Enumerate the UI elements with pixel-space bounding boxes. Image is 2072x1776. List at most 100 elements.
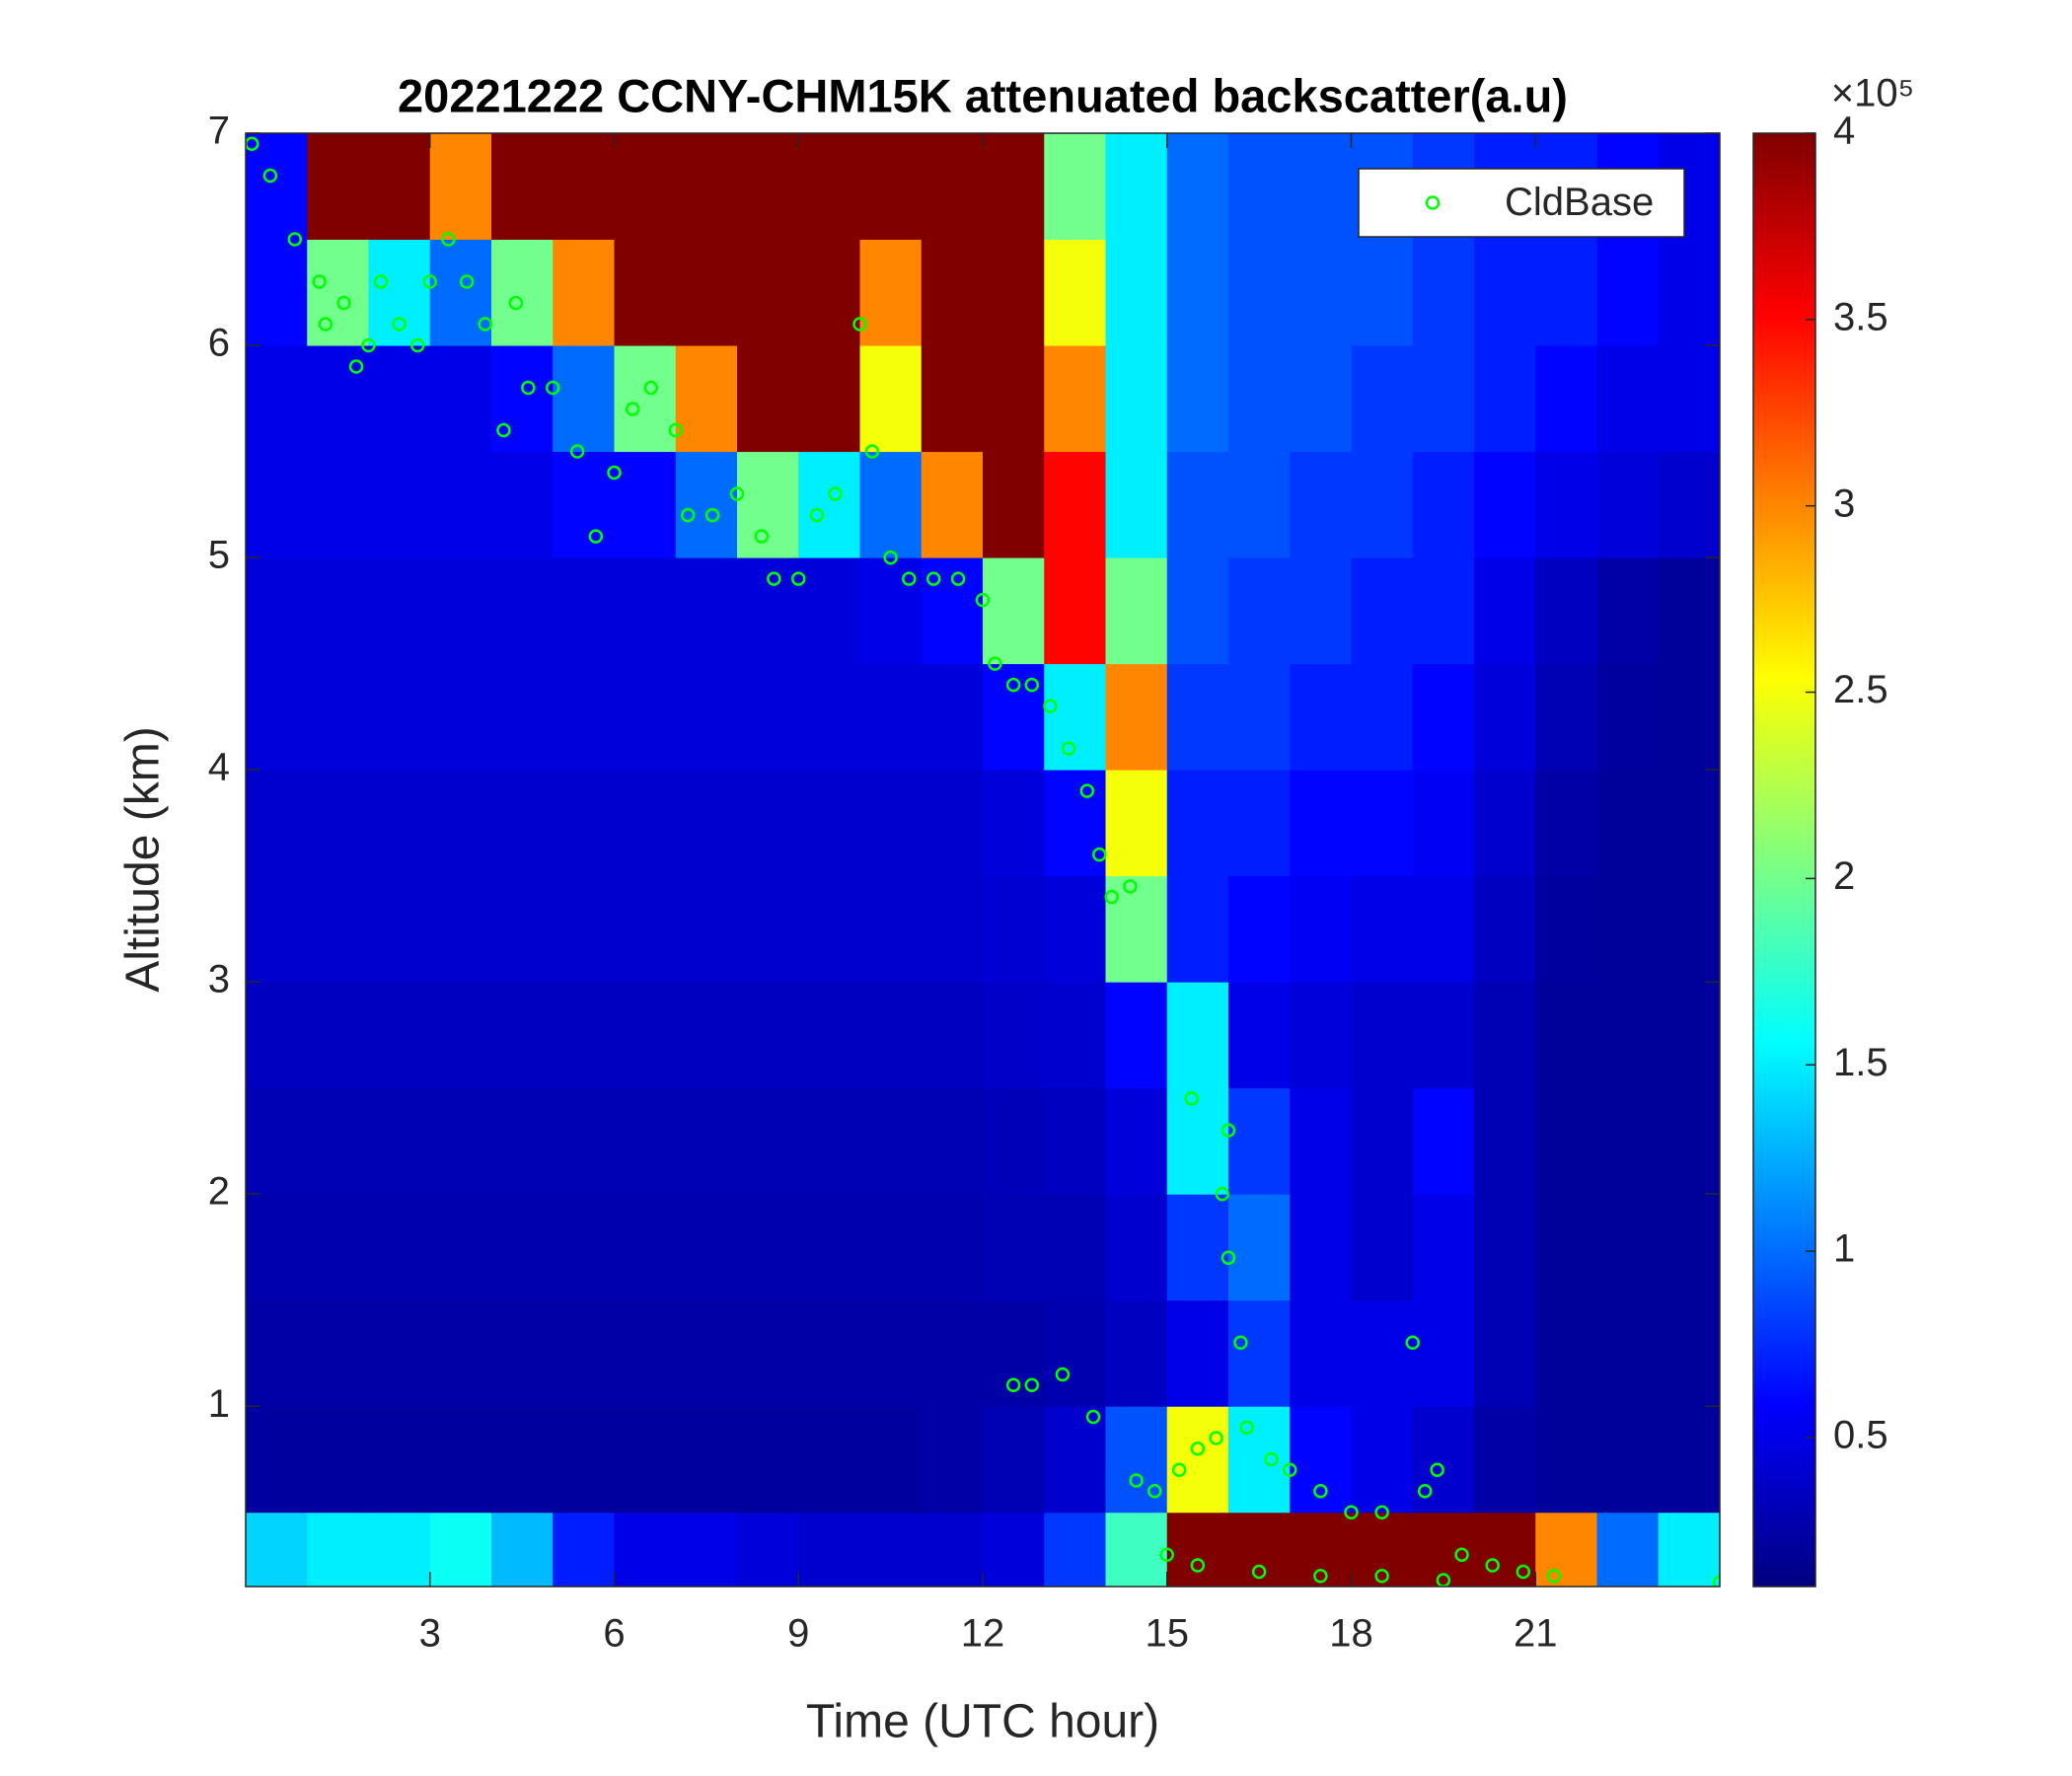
- heatmap-cell: [1596, 875, 1660, 983]
- cloud-base-point: [729, 486, 745, 501]
- heatmap-cell: [798, 1299, 860, 1407]
- heatmap-cell: [1412, 239, 1475, 346]
- heatmap-cell: [614, 875, 677, 983]
- heatmap-cell: [675, 345, 738, 453]
- heatmap-cell: [1412, 875, 1475, 983]
- heatmap-cell: [368, 770, 431, 877]
- heatmap-cell: [1658, 875, 1720, 983]
- heatmap-cell: [1228, 133, 1291, 241]
- heatmap-cell: [1228, 1406, 1291, 1514]
- heatmap-cell: [1474, 663, 1536, 771]
- heatmap-cell: [491, 1194, 554, 1301]
- heatmap-cell: [553, 133, 615, 241]
- heatmap-cell: [1044, 133, 1106, 241]
- heatmap-cell: [1228, 1299, 1291, 1407]
- heatmap-cell: [429, 982, 492, 1089]
- heatmap-cell: [1290, 451, 1352, 558]
- heatmap-cell: [1166, 557, 1229, 665]
- heatmap-cell: [983, 133, 1045, 241]
- heatmap-cell: [1228, 982, 1291, 1089]
- cloud-base-point: [422, 274, 437, 289]
- heatmap-cell: [859, 663, 923, 771]
- colorbar-tick-label: 2.5: [1833, 668, 1888, 711]
- heatmap-cell: [737, 875, 799, 983]
- scatter-layer: [246, 136, 1720, 1587]
- heatmap-cell: [491, 875, 554, 983]
- heatmap-cell: [1105, 1406, 1168, 1514]
- cloud-base-point: [1283, 1462, 1297, 1477]
- heatmap-cell: [675, 770, 738, 877]
- cloud-base-point: [1043, 699, 1058, 713]
- heatmap-cell: [1166, 133, 1229, 241]
- cloud-base-point: [1209, 1431, 1223, 1445]
- legend-box: [1358, 168, 1685, 238]
- heatmap-cell: [983, 875, 1045, 983]
- heatmap-cell: [1351, 557, 1414, 665]
- heatmap-cell: [1658, 770, 1720, 877]
- heatmap-cell: [737, 1406, 799, 1514]
- cloud-base-point: [1123, 879, 1138, 894]
- heatmap-cell: [675, 1512, 738, 1587]
- colorbar-tick-label: 1.5: [1833, 1041, 1888, 1084]
- heatmap-cell: [1658, 663, 1720, 771]
- heatmap-cell: [1166, 1299, 1229, 1407]
- heatmap-cell: [1596, 663, 1660, 771]
- heatmap-cell: [859, 1512, 923, 1587]
- heatmap-cell: [1474, 1087, 1536, 1195]
- heatmap-cell: [1351, 451, 1414, 558]
- cloud-base-point: [1485, 1558, 1500, 1573]
- heatmap-cell: [368, 557, 431, 665]
- heatmap-cell: [859, 1299, 923, 1407]
- heatmap-cell: [798, 345, 860, 453]
- heatmap-cell: [307, 1087, 369, 1195]
- heatmap-cell: [553, 982, 615, 1089]
- cloud-base-point: [1190, 1558, 1206, 1573]
- heatmap-cell: [1290, 345, 1352, 453]
- heatmap-cell: [798, 982, 860, 1089]
- cloud-base-point: [1159, 1547, 1174, 1562]
- x-tick-label: 15: [1146, 1612, 1190, 1656]
- heatmap-cell: [1412, 1087, 1475, 1195]
- heatmap-cell: [1535, 770, 1597, 877]
- cloud-base-point: [1061, 741, 1076, 756]
- cloud-base-point: [1344, 1505, 1359, 1519]
- heatmap-cell: [614, 1406, 677, 1514]
- heatmap-cell: [1044, 239, 1106, 346]
- heatmap-cell: [1166, 982, 1229, 1089]
- cloud-base-point: [1221, 1250, 1236, 1265]
- heatmap-cell: [1228, 1512, 1291, 1587]
- cloud-base-point: [336, 295, 351, 311]
- heatmap-cell: [429, 1512, 492, 1587]
- heatmap-cell: [1290, 1299, 1352, 1407]
- heatmap-cell: [798, 1406, 860, 1514]
- cloud-base-point: [1454, 1547, 1469, 1562]
- heatmap-cell: [1412, 557, 1475, 665]
- heatmap-cell: [491, 133, 554, 241]
- heatmap-cell: [429, 1087, 492, 1195]
- heatmap-cell: [1351, 770, 1414, 877]
- y-tick-label: 5: [208, 534, 230, 577]
- cloud-base-point: [1516, 1564, 1531, 1580]
- heatmap-cell: [737, 451, 799, 558]
- heatmap-cell: [983, 663, 1045, 771]
- heatmap-cell: [798, 663, 860, 771]
- heatmap-cell: [1228, 770, 1291, 877]
- cloud-base-point: [864, 444, 880, 459]
- x-tick-label: 12: [961, 1612, 1005, 1656]
- cloud-base-point: [1092, 847, 1107, 862]
- heatmap-cell: [614, 133, 677, 241]
- heatmap-cell: [983, 1087, 1045, 1195]
- heatmap-cell: [429, 875, 492, 983]
- legend-label: CldBase: [1505, 181, 1654, 224]
- heatmap-cell: [1228, 557, 1291, 665]
- heatmap-cell: [675, 239, 738, 346]
- heatmap-cell: [307, 875, 369, 983]
- heatmap-cell: [246, 1299, 308, 1407]
- cloud-base-point: [459, 274, 475, 289]
- heatmap-cell: [737, 557, 799, 665]
- cloud-base-point: [1024, 1377, 1040, 1392]
- x-tick-label: 21: [1514, 1612, 1558, 1656]
- heatmap-cell: [921, 1406, 984, 1514]
- heatmap-cell: [675, 451, 738, 558]
